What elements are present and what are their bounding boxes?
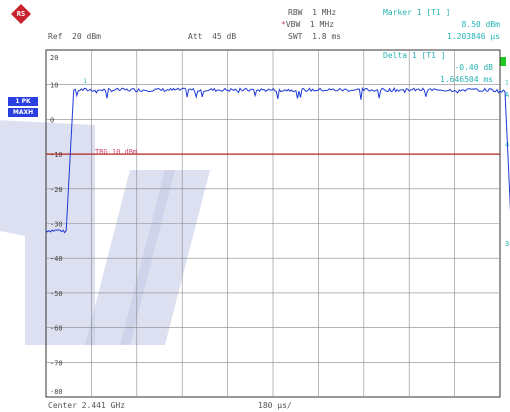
vbw-value: 1 MHz <box>309 20 335 29</box>
plot-grid <box>45 49 501 398</box>
marker1-level: 8.50 dBm <box>461 20 500 29</box>
center-frequency: Center 2.441 GHz <box>48 401 126 410</box>
y-tick-label: -80 <box>50 388 63 396</box>
y-tick-label: 10 <box>50 82 58 90</box>
trigger-level-label: TRG 10 dBm <box>95 148 138 156</box>
time-per-division: 180 µs/ <box>258 401 292 410</box>
trace-1 <box>45 87 510 234</box>
marker1-time: 1.203846 µs <box>447 32 500 41</box>
y-tick-label: 0 <box>50 116 54 124</box>
y-tick-label: 20 <box>50 54 58 62</box>
att-value: 45 dB <box>212 32 237 41</box>
swt-label: SWT <box>288 32 303 41</box>
svg-text:RS: RS <box>17 10 25 18</box>
marker-tag: 1 <box>505 80 509 87</box>
rbw-value: 1 MHz <box>312 8 337 17</box>
three-db-side-mark: 3 <box>505 240 510 248</box>
vbw-label: VBW <box>285 20 301 29</box>
delta1-level: -0.40 dB <box>454 63 493 72</box>
rs-logo: RS <box>11 4 31 24</box>
y-tick-label: -30 <box>50 221 63 229</box>
delta1-time: 1.646504 ms <box>440 75 493 84</box>
swt-value: 1.8 ms <box>312 32 341 41</box>
y-tick-label: -10 <box>50 151 63 159</box>
att-label: Att <box>188 32 203 41</box>
marker1-title: Marker 1 [T1 ] <box>383 8 451 17</box>
ref-value: 20 dBm <box>72 32 101 41</box>
marker-tag: 1 <box>83 78 87 85</box>
green-status-marker <box>500 57 506 66</box>
rbw-label: RBW <box>288 8 303 17</box>
delta1-title: Delta 1 [T1 ] <box>383 51 446 60</box>
y-tick-label: -20 <box>50 186 63 194</box>
y-tick-labels: 20 10 0 -10 -20 -30 -40 -50 -60 -70 -80 <box>50 54 63 396</box>
y-tick-label: -70 <box>50 359 63 367</box>
vbw-star: * <box>281 20 286 29</box>
ref-label: Ref <box>48 32 63 41</box>
trace-maxh-label: MAXH <box>8 108 38 117</box>
y-tick-label: -40 <box>50 255 63 263</box>
a-side-mark: A <box>505 91 510 99</box>
y-tick-label: -60 <box>50 325 63 333</box>
trace-pk-label: 1 PK <box>8 97 38 106</box>
y-tick-label: -50 <box>50 290 63 298</box>
